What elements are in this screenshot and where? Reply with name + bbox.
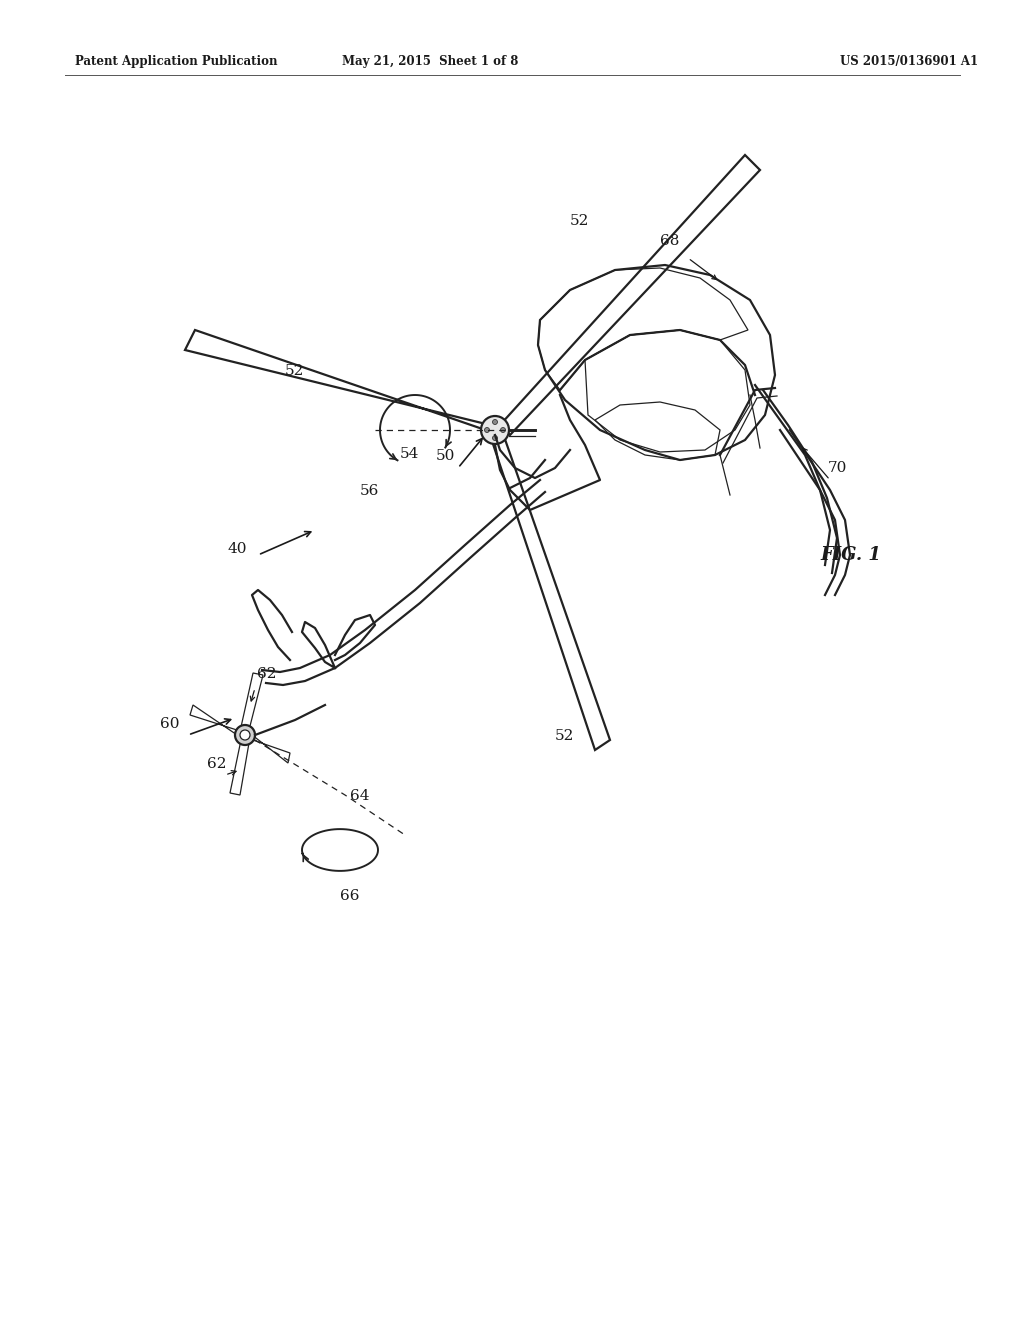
Text: FIG. 1: FIG. 1: [820, 546, 881, 564]
Text: 40: 40: [228, 543, 248, 556]
Text: 70: 70: [828, 461, 848, 475]
Text: 56: 56: [360, 484, 379, 498]
Text: 54: 54: [400, 447, 420, 461]
Text: 64: 64: [350, 789, 370, 803]
Text: 62: 62: [257, 667, 276, 681]
Circle shape: [240, 730, 250, 741]
Circle shape: [234, 725, 255, 744]
Circle shape: [493, 436, 498, 441]
Text: 52: 52: [285, 364, 304, 378]
Circle shape: [501, 428, 506, 433]
Text: US 2015/0136901 A1: US 2015/0136901 A1: [840, 55, 978, 69]
Circle shape: [493, 420, 498, 425]
Text: 62: 62: [207, 756, 226, 771]
Text: 52: 52: [570, 214, 590, 228]
Text: 60: 60: [160, 717, 179, 731]
Text: May 21, 2015  Sheet 1 of 8: May 21, 2015 Sheet 1 of 8: [342, 55, 518, 69]
Circle shape: [484, 428, 489, 433]
Text: 52: 52: [555, 729, 574, 743]
Text: 50: 50: [436, 449, 456, 463]
Circle shape: [481, 416, 509, 444]
Text: 66: 66: [340, 888, 359, 903]
Text: 68: 68: [660, 234, 679, 248]
Text: Patent Application Publication: Patent Application Publication: [75, 55, 278, 69]
